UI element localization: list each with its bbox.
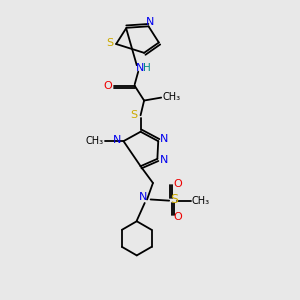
Text: O: O (174, 212, 182, 222)
Text: CH₃: CH₃ (86, 136, 104, 146)
Text: S: S (106, 38, 113, 47)
Text: N: N (139, 192, 147, 202)
Text: CH₃: CH₃ (162, 92, 181, 102)
Text: N: N (113, 135, 121, 145)
Text: N: N (136, 63, 144, 73)
Text: O: O (174, 179, 182, 189)
Text: N: N (160, 155, 168, 165)
Text: CH₃: CH₃ (192, 196, 210, 206)
Text: H: H (143, 63, 151, 73)
Text: O: O (104, 81, 112, 91)
Text: N: N (160, 134, 168, 144)
Text: S: S (130, 110, 138, 120)
Text: N: N (146, 17, 154, 27)
Text: S: S (170, 193, 178, 206)
